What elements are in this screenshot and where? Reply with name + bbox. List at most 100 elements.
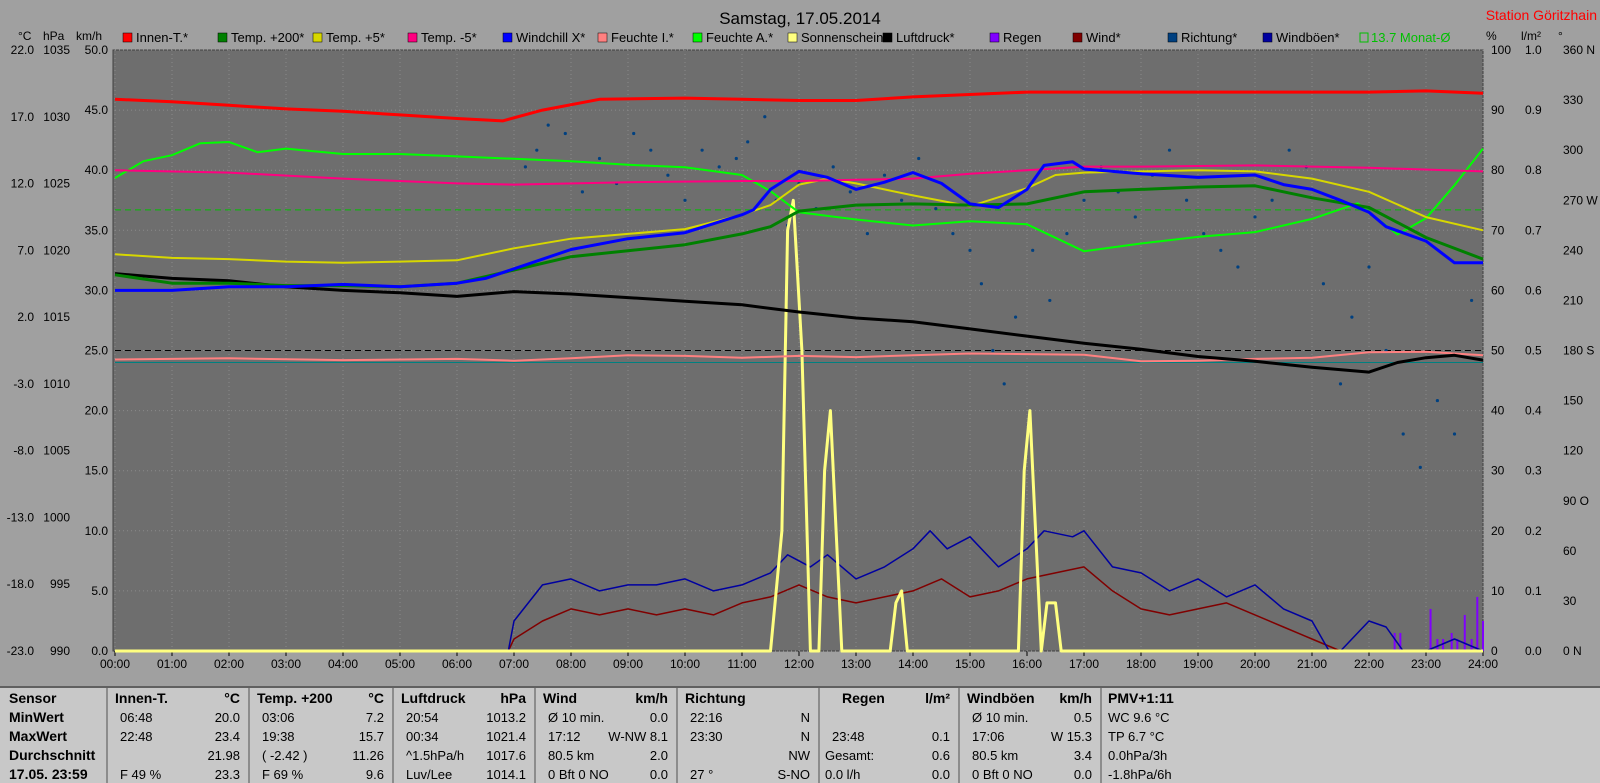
celsius-axis-unit: °C <box>18 29 32 43</box>
x-tick-label: 11:00 <box>727 657 756 671</box>
hpa-axis-unit: hPa <box>43 29 65 43</box>
innen-last-val: 23.3 <box>214 767 240 782</box>
percent-tick-label: 10 <box>1491 584 1505 598</box>
direction-point <box>917 156 921 161</box>
luftdruck-unit: hPa <box>500 690 526 706</box>
temp200-max-val: 15.7 <box>358 729 384 744</box>
temp200-avg-note: ( -2.42 ) <box>262 748 308 763</box>
celsius-tick-label: 2.0 <box>17 310 34 324</box>
wind-r4-label: 0 Bft 0 NO <box>548 767 609 782</box>
richtung-r2-val: N <box>800 729 810 744</box>
direction-tick-label: 150 <box>1563 394 1583 408</box>
direction-point <box>535 148 539 152</box>
innen-max-time: 22:48 <box>120 729 153 744</box>
direction-point <box>580 190 585 194</box>
luftdruck-max-val: 1021.4 <box>486 729 526 744</box>
x-tick-label: 17:00 <box>1069 657 1099 671</box>
richtung-r3-val: NW <box>788 748 810 763</box>
direction-point <box>649 148 653 152</box>
direction-point <box>848 190 852 194</box>
boeen-r4-label: 0 Bft 0 NO <box>972 767 1033 782</box>
rain-tick-label: 0.3 <box>1525 464 1542 478</box>
regen-r2-val: 0.1 <box>931 729 950 744</box>
x-tick-label: 01:00 <box>157 657 187 671</box>
boeen-r1-label: Ø 10 min. <box>972 710 1029 725</box>
stats-col-luftdruck: Luftdruck hPa 20:54 1013.2 00:34 1021.4 … <box>394 688 536 783</box>
percent-tick-label: 100 <box>1491 43 1511 57</box>
x-tick-label: 14:00 <box>898 657 928 671</box>
temp200-unit: °C <box>368 690 384 706</box>
boeen-r3-val: 3.4 <box>1073 748 1092 763</box>
direction-point <box>523 165 528 169</box>
kmh-tick-label: 25.0 <box>85 344 109 358</box>
regen-r2-time: 23:48 <box>832 729 865 744</box>
direction-tick-label: 360 N <box>1563 43 1595 57</box>
direction-tick-label: 330 <box>1563 93 1583 107</box>
weather-chart: 22.0 17.0 12.0 7.0 2.0 -3.0 -8.0 -13.0 -18.0 -23.… <box>6 7 1599 671</box>
legend-label: Regen <box>1003 30 1041 45</box>
boeen-r2-time: 17:06 <box>972 729 1005 744</box>
temp200-last-val: 9.6 <box>365 767 384 782</box>
direction-point <box>734 156 738 161</box>
wind-r2-time: 17:12 <box>548 729 581 744</box>
series-wind <box>115 566 1483 652</box>
direction-point <box>1167 148 1172 152</box>
x-tick-label: 05:00 <box>385 657 415 671</box>
kmh-tick-label: 45.0 <box>85 103 109 117</box>
hpa-tick-label: 1020 <box>43 243 70 257</box>
kmh-axis-unit: km/h <box>76 29 102 43</box>
boeen-unit: km/h <box>1059 690 1092 706</box>
stats-col-innen: Innen-T. °C 06:48 20.0 22:48 23.4 21.98 … <box>108 688 250 783</box>
percent-tick-label: 50 <box>1491 344 1505 358</box>
x-tick-label: 09:00 <box>613 657 643 671</box>
direction-point <box>1452 432 1457 436</box>
kmh-tick-label: 15.0 <box>85 464 109 478</box>
regen-r3-label: Gesamt: <box>825 748 875 763</box>
hpa-tick-label: 1000 <box>43 510 70 524</box>
percent-axis-unit: % <box>1486 29 1497 43</box>
richtung-r1-val: N <box>800 710 810 725</box>
direction-point <box>1185 198 1189 202</box>
wind-r1-label: Ø 10 min. <box>548 710 605 725</box>
row-label-sensor: Sensor <box>9 690 57 706</box>
richtung-r4-val: S-NO <box>777 767 811 782</box>
innen-min-time: 06:48 <box>120 710 153 725</box>
direction-tick-label: 90 O <box>1563 494 1589 508</box>
regen-unit: l/m² <box>925 690 950 706</box>
richtung-r2-time: 23:30 <box>690 729 723 744</box>
legend-swatch <box>122 32 133 43</box>
direction-point <box>1202 232 1206 236</box>
hpa-tick-label: 995 <box>50 577 70 591</box>
boeen-r4-val: 0.0 <box>1073 767 1092 782</box>
wind-r3-label: 80.5 km <box>548 748 595 763</box>
boeen-r2-val: W 15.3 <box>1050 729 1092 744</box>
direction-tick-label: 0 N <box>1563 644 1582 658</box>
celsius-tick-label: -23.0 <box>7 644 35 658</box>
percent-tick-label: 90 <box>1491 103 1505 117</box>
direction-point <box>763 115 767 119</box>
stats-col-temp200: Temp. +200 °C 03:06 7.2 19:38 15.7 ( -2.… <box>250 688 394 783</box>
direction-point <box>746 140 750 144</box>
innen-avg: 21.98 <box>207 748 240 763</box>
kmh-tick-label: 30.0 <box>85 283 109 297</box>
richtung-title: Richtung <box>685 690 746 706</box>
hpa-tick-label: 1010 <box>43 377 70 391</box>
legend-swatch <box>882 32 893 43</box>
legend-swatch <box>787 32 798 43</box>
direction-point <box>865 232 870 236</box>
innen-last-label: F 49 % <box>120 767 162 782</box>
legend-swatch <box>989 32 1000 43</box>
direction-tick-label: 300 <box>1563 143 1583 157</box>
chart-title: Samstag, 17.05.2014 <box>719 9 881 28</box>
legend-label: 13.7 Monat-Ø <box>1371 30 1451 45</box>
hpa-tick-label: 1035 <box>43 43 70 57</box>
direction-tick-label: 210 <box>1563 293 1583 307</box>
legend-label: Feuchte I.* <box>611 30 674 45</box>
pmv-title: PMV+1:11 <box>1108 690 1174 706</box>
x-tick-label: 04:00 <box>328 657 358 671</box>
rain-tick-label: 0.1 <box>1525 584 1542 598</box>
direction-point <box>1270 198 1274 202</box>
celsius-tick-label: -18.0 <box>7 577 35 591</box>
x-tick-label: 22:00 <box>1354 657 1384 671</box>
x-tick-label: 13:00 <box>841 657 871 671</box>
